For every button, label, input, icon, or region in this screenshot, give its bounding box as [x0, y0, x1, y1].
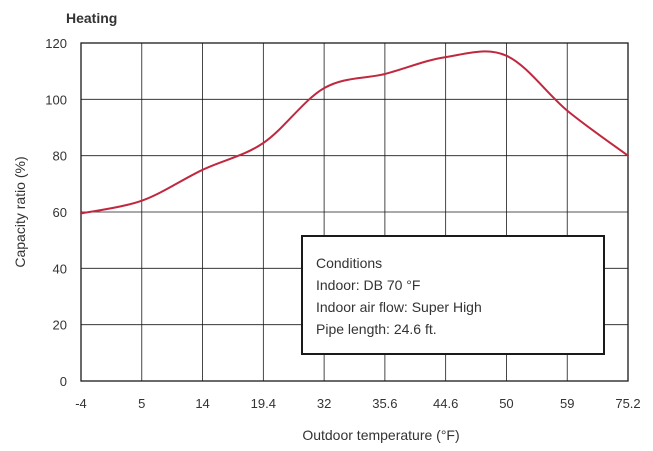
y-tick-label: 40	[53, 261, 67, 276]
conditions-indoor: Indoor: DB 70 °F	[316, 277, 420, 293]
conditions-box: Conditions Indoor: DB 70 °F Indoor air f…	[301, 235, 605, 355]
plot-frame	[80, 42, 629, 382]
y-axis-label: Capacity ratio (%)	[12, 156, 28, 267]
x-axis-ticks: -4 5 14 19.4 32 35.6 44.6 50 59 75.2	[75, 396, 640, 411]
y-tick-label: 100	[45, 92, 67, 107]
x-tick-label: 44.6	[433, 396, 458, 411]
x-tick-label: -4	[75, 396, 87, 411]
chart-title: Heating	[66, 10, 117, 26]
y-axis-ticks: 0 20 40 60 80 100 120	[45, 36, 67, 389]
y-tick-label: 80	[53, 149, 67, 164]
x-tick-label: 35.6	[372, 396, 397, 411]
y-tick-label: 20	[53, 318, 67, 333]
y-tick-label: 120	[45, 36, 67, 51]
conditions-airflow: Indoor air flow: Super High	[316, 299, 482, 315]
x-tick-label: 75.2	[615, 396, 640, 411]
x-tick-label: 5	[138, 396, 145, 411]
y-tick-label: 0	[60, 374, 67, 389]
x-axis-label: Outdoor temperature (°F)	[302, 427, 459, 443]
x-tick-label: 50	[499, 396, 513, 411]
x-tick-label: 14	[195, 396, 209, 411]
conditions-pipe: Pipe length: 24.6 ft.	[316, 321, 437, 337]
x-tick-label: 32	[317, 396, 331, 411]
x-tick-label: 59	[560, 396, 574, 411]
capacity-curve	[80, 50, 629, 215]
y-tick-label: 60	[53, 205, 67, 220]
conditions-title: Conditions	[316, 255, 382, 271]
x-tick-label: 19.4	[251, 396, 276, 411]
